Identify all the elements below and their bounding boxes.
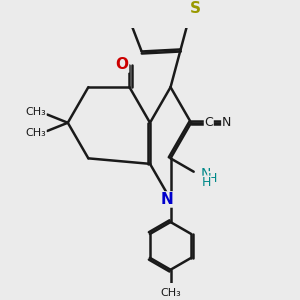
Text: CH₃: CH₃ (26, 107, 46, 118)
Text: CH₃: CH₃ (160, 288, 181, 298)
Text: H: H (201, 176, 211, 189)
Text: C: C (204, 116, 213, 129)
Text: S: S (190, 1, 201, 16)
Text: H: H (208, 172, 217, 185)
Text: CH₃: CH₃ (26, 128, 46, 138)
Text: N: N (222, 116, 231, 129)
Text: N: N (201, 167, 211, 181)
Text: N: N (161, 192, 174, 207)
Text: O: O (116, 57, 128, 72)
